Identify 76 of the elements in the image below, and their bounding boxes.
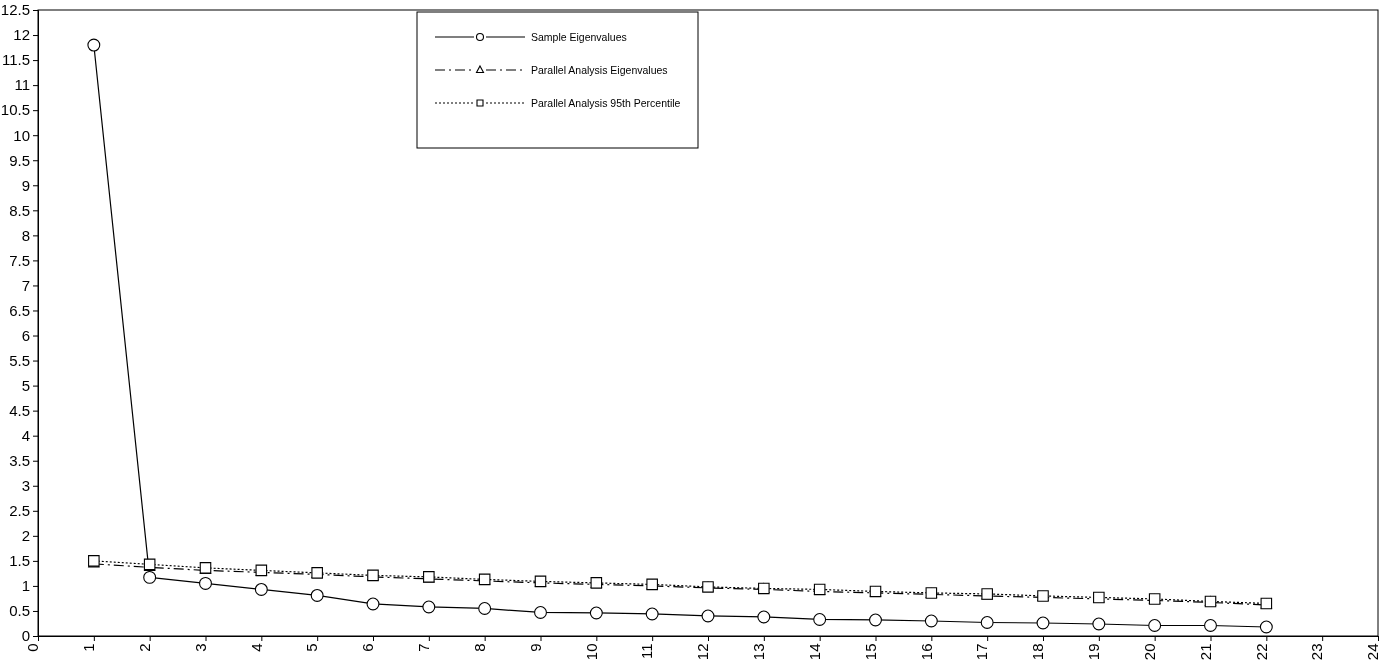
- x-tick-label: 20: [1140, 643, 1158, 661]
- x-tick-label: 5: [303, 643, 321, 652]
- x-tick-label: 16: [917, 643, 935, 661]
- x-tick-label: 17: [973, 643, 991, 661]
- y-tick-label: 9: [21, 176, 30, 194]
- y-tick-label: 12: [13, 26, 30, 44]
- y-tick-label: 8.5: [9, 201, 30, 219]
- point: [254, 582, 268, 596]
- x-tick-label: 10: [582, 643, 600, 661]
- x-tick-label: 21: [1196, 643, 1214, 661]
- x-tick-label: 8: [470, 643, 488, 652]
- point: [981, 588, 993, 600]
- y-tick-label: 4.5: [9, 401, 30, 419]
- legend-label: Parallel Analysis Eigenvalues: [531, 64, 668, 76]
- x-tick-label: 13: [750, 643, 768, 661]
- x-tick-label: 3: [191, 643, 209, 652]
- point: [478, 602, 492, 615]
- x-tick-label: 2: [135, 643, 153, 652]
- point: [199, 576, 212, 590]
- y-tick-label: 9.5: [9, 151, 30, 169]
- x-tick-label: 19: [1085, 643, 1103, 661]
- x-tick-label: 14: [805, 643, 823, 661]
- point: [1036, 616, 1050, 630]
- y-tick-label: 7: [21, 276, 30, 294]
- x-tick-label: 15: [861, 643, 879, 661]
- y-tick-label: 7.5: [9, 251, 30, 269]
- x-tick-label: 22: [1252, 643, 1270, 661]
- x-tick-label: 7: [415, 643, 433, 652]
- y-tick-label: 12.5: [0, 1, 30, 19]
- y-tick-label: 10.5: [0, 101, 30, 119]
- x-tick-label: 6: [359, 643, 377, 652]
- point: [1259, 620, 1273, 634]
- x-tick-label: 24: [1364, 643, 1381, 661]
- y-tick-label: 6: [21, 326, 30, 344]
- point: [645, 607, 659, 621]
- x-tick-label: 18: [1029, 643, 1047, 661]
- x-tick-label: 4: [247, 643, 265, 652]
- point: [366, 597, 380, 611]
- x-tick-label: 11: [638, 643, 656, 660]
- x-tick-label: 9: [526, 643, 544, 652]
- legend-label: Parallel Analysis 95th Percentile: [531, 97, 681, 109]
- point: [422, 600, 436, 614]
- point: [310, 588, 324, 602]
- y-tick-label: 2: [21, 527, 30, 545]
- y-tick-label: 8: [21, 226, 30, 244]
- point: [757, 610, 771, 624]
- y-tick-label: 3.5: [9, 452, 30, 470]
- point: [534, 606, 547, 619]
- y-tick-label: 11.5: [1, 51, 30, 69]
- y-tick-label: 5.5: [9, 351, 30, 369]
- x-tick-label: 1: [80, 643, 98, 652]
- legend-label: Sample Eigenvalues: [531, 31, 627, 43]
- point: [924, 614, 938, 628]
- y-tick-label: 6.5: [9, 301, 30, 319]
- x-tick-label: 12: [694, 643, 712, 661]
- point: [701, 609, 715, 623]
- y-tick-label: 2.5: [9, 502, 30, 520]
- y-tick-label: 10: [13, 126, 30, 144]
- y-tick-label: 0.5: [9, 602, 30, 620]
- y-tick-label: 11: [14, 76, 30, 94]
- x-tick-label: 23: [1308, 643, 1326, 661]
- point: [423, 571, 435, 583]
- point: [1204, 619, 1217, 632]
- point: [1148, 619, 1162, 632]
- point: [589, 606, 603, 620]
- point: [87, 38, 101, 52]
- y-tick-label: 1: [21, 577, 30, 595]
- y-tick-label: 4: [21, 426, 30, 444]
- point: [869, 613, 882, 627]
- point: [813, 613, 827, 626]
- point: [980, 616, 994, 629]
- point: [1092, 617, 1106, 631]
- y-tick-label: 1.5: [9, 552, 30, 570]
- y-tick-label: 5: [21, 376, 30, 394]
- point: [143, 570, 157, 584]
- y-tick-label: 3: [21, 477, 30, 495]
